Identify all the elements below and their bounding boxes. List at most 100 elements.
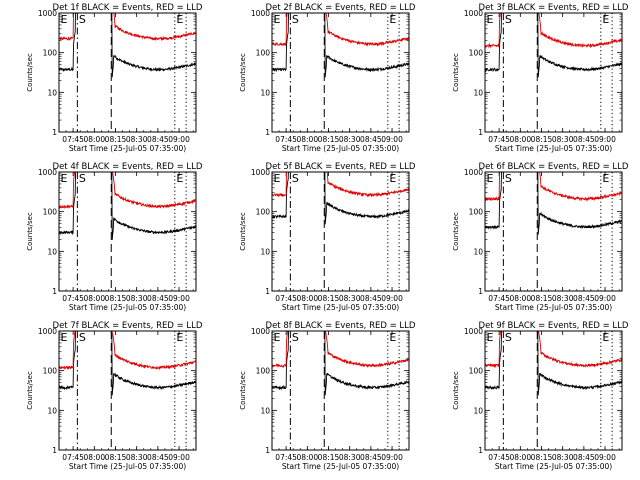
- y-tick-label: 100: [43, 208, 58, 217]
- panel-title: Det 1f BLACK = Events, RED = LLD: [53, 3, 203, 13]
- x-tick-label: 08:15: [531, 453, 553, 462]
- marker-label: E: [61, 13, 68, 26]
- plot-frame: [271, 171, 410, 292]
- y-tick-label: 1000: [464, 9, 483, 18]
- x-axis-label: Start Time (25-Jul-05 07:35:00): [282, 144, 399, 153]
- chart-panel-2: Det 2f BLACK = Events, RED = LLD 1 10 100 10…: [239, 3, 416, 153]
- x-tick-label: 09:00: [381, 294, 403, 303]
- y-tick-label: 10: [47, 88, 57, 97]
- x-tick-label: 08:15: [318, 453, 340, 462]
- marker-label: E: [176, 172, 183, 185]
- marker-label: E: [487, 13, 494, 26]
- series-line-lld-post: [537, 331, 622, 368]
- series-line-lld-post: [326, 172, 409, 198]
- marker-label: S: [79, 172, 86, 185]
- series-line-events-post: [324, 13, 409, 78]
- x-tick-label: 08:00: [296, 294, 318, 303]
- y-axis-label: Counts/sec: [26, 53, 34, 92]
- marker-label: S: [79, 13, 86, 26]
- x-tick-label: 08:00: [509, 135, 531, 144]
- y-tick-label: 1000: [38, 9, 57, 18]
- x-tick-label: 08:30: [552, 294, 574, 303]
- y-tick-label: 100: [469, 367, 484, 376]
- plot-frame: [484, 12, 623, 133]
- x-tick-label: 07:45: [488, 135, 510, 144]
- y-tick-label: 1: [478, 287, 483, 296]
- x-tick-label: 09:00: [381, 453, 403, 462]
- series-line-events-post: [537, 331, 622, 396]
- y-tick-label: 100: [43, 367, 58, 376]
- plot-frame: [271, 330, 410, 451]
- marker-label: E: [602, 331, 609, 344]
- panel-title: Det 7f BLACK = Events, RED = LLD: [53, 321, 203, 331]
- chart-panel-4: Det 4f BLACK = Events, RED = LLD 1 10 100 10…: [26, 162, 203, 312]
- series-line-lld-pre: [485, 331, 502, 369]
- x-tick-label: 09:00: [168, 294, 190, 303]
- marker-label: E: [61, 172, 68, 185]
- marker-label: S: [292, 13, 299, 26]
- series-line-events-post: [111, 331, 196, 396]
- series-line-events-post: [324, 331, 409, 396]
- series-line-events-post: [324, 172, 409, 225]
- x-tick-label: 08:15: [318, 294, 340, 303]
- y-tick-label: 10: [473, 88, 483, 97]
- y-tick-label: 100: [256, 208, 271, 217]
- x-tick-label: 08:00: [296, 453, 318, 462]
- y-tick-label: 1: [265, 287, 270, 296]
- x-axis-label: Start Time (25-Jul-05 07:35:00): [495, 144, 612, 153]
- y-tick-label: 1000: [464, 168, 483, 177]
- marker-label: E: [602, 172, 609, 185]
- y-tick-label: 1: [478, 128, 483, 137]
- x-tick-label: 07:45: [62, 453, 84, 462]
- marker-label: S: [79, 331, 86, 344]
- y-tick-label: 1000: [251, 327, 270, 336]
- x-axis-label: Start Time (25-Jul-05 07:35:00): [69, 462, 186, 471]
- series-line-lld-post: [538, 13, 622, 49]
- marker-label: E: [61, 331, 68, 344]
- x-tick-label: 08:00: [509, 294, 531, 303]
- chart-panel-1: Det 1f BLACK = Events, RED = LLD 1 10 100 10…: [26, 3, 203, 153]
- series-line-lld-post: [111, 172, 196, 209]
- y-tick-label: 1000: [251, 9, 270, 18]
- y-tick-label: 10: [260, 247, 270, 256]
- plot-frame: [484, 171, 623, 292]
- x-tick-label: 09:00: [381, 135, 403, 144]
- marker-label: S: [292, 172, 299, 185]
- panel-title: Det 6f BLACK = Events, RED = LLD: [479, 162, 629, 172]
- x-axis-label: Start Time (25-Jul-05 07:35:00): [495, 462, 612, 471]
- series-line-events-post: [537, 172, 622, 235]
- series-line-lld-pre: [59, 13, 75, 41]
- x-tick-label: 08:30: [126, 135, 148, 144]
- x-tick-label: 08:15: [318, 135, 340, 144]
- marker-label: E: [176, 13, 183, 26]
- marker-label: E: [487, 331, 494, 344]
- x-tick-label: 08:30: [339, 135, 361, 144]
- series-line-lld-post: [539, 172, 622, 202]
- marker-label: E: [389, 172, 396, 185]
- series-line-events-pre: [485, 13, 502, 73]
- series-line-events-pre: [59, 172, 76, 236]
- panel-title: Det 2f BLACK = Events, RED = LLD: [266, 3, 416, 13]
- x-tick-label: 09:00: [168, 135, 190, 144]
- y-axis-label: Counts/sec: [452, 212, 460, 251]
- x-tick-label: 08:00: [83, 135, 105, 144]
- x-tick-label: 09:00: [594, 135, 616, 144]
- series-line-events-pre: [485, 331, 502, 391]
- y-tick-label: 1: [478, 446, 483, 455]
- x-tick-label: 08:15: [105, 294, 127, 303]
- y-axis-label: Counts/sec: [239, 53, 247, 92]
- plot-frame: [58, 171, 197, 292]
- plot-frame: [58, 12, 197, 133]
- series-line-lld-pre: [485, 172, 501, 202]
- marker-label: E: [274, 172, 281, 185]
- y-tick-label: 10: [260, 88, 270, 97]
- y-tick-label: 100: [469, 208, 484, 217]
- marker-label: E: [274, 331, 281, 344]
- series-line-events-pre: [59, 331, 76, 391]
- y-tick-label: 100: [469, 49, 484, 58]
- series-line-events-post: [111, 13, 196, 78]
- y-tick-label: 1000: [38, 168, 57, 177]
- x-tick-label: 08:30: [339, 453, 361, 462]
- x-axis-label: Start Time (25-Jul-05 07:35:00): [282, 462, 399, 471]
